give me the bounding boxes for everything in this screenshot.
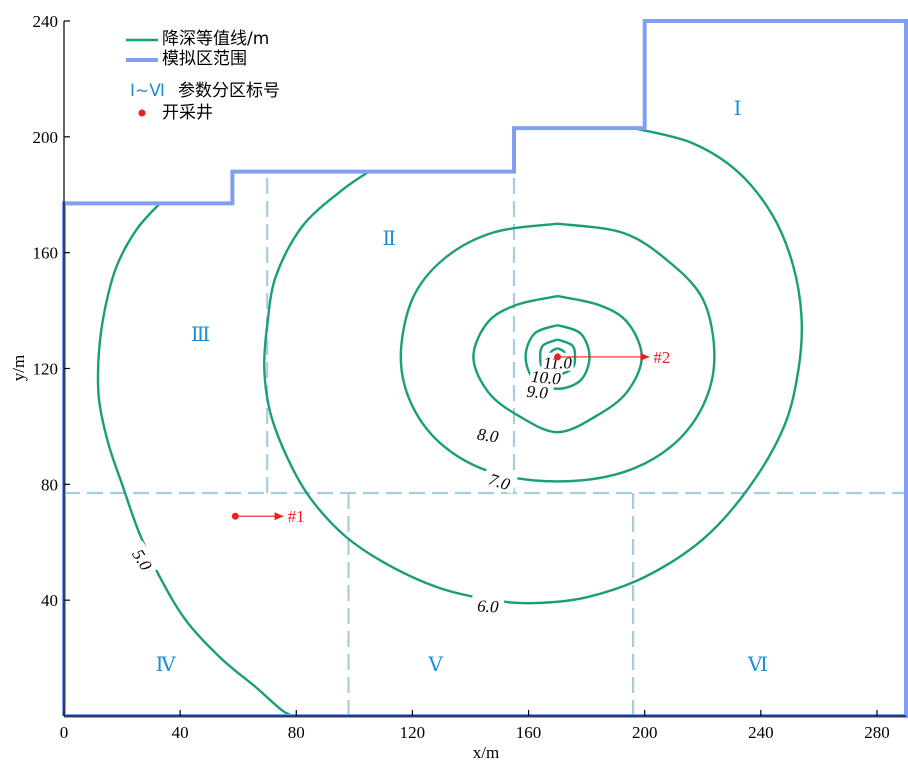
model-boundary	[62, 19, 908, 718]
contour-label-10.0: 10.0	[530, 367, 562, 389]
well-arrowhead-1	[274, 512, 284, 521]
x-tick-label-0: 0	[60, 723, 69, 742]
contour-label-bg-6.0	[471, 595, 505, 615]
zone-label-5: Ⅴ	[427, 652, 443, 676]
y-axis-label: y/m	[9, 355, 28, 381]
contour-label-bg-5.0	[127, 540, 160, 578]
contour-line-9.0	[524, 323, 591, 391]
contour-label-bg-7.0	[481, 466, 518, 494]
well-label-1: #1	[288, 507, 305, 526]
y-tick-label-240: 240	[33, 12, 59, 31]
x-tick-label-160: 160	[516, 723, 542, 742]
y-tick-label-120: 120	[33, 360, 59, 379]
x-tick-label-80: 80	[288, 723, 305, 742]
zone-label-3: Ⅲ	[191, 322, 210, 346]
zone-label-6: Ⅵ	[747, 652, 768, 676]
zone-label-1: Ⅰ	[734, 96, 742, 120]
contour-line-5.0	[96, 202, 294, 718]
contour-label-bg-10.0	[529, 365, 563, 387]
legend-label-3: 参数分区标号	[178, 81, 280, 101]
x-axis-label: x/m	[473, 743, 499, 762]
well-arrowhead-2	[640, 352, 650, 361]
x-tick-label-120: 120	[400, 723, 426, 742]
contour-line-8.0	[472, 294, 644, 434]
x-tick-label-40: 40	[172, 723, 189, 742]
y-tick-label-200: 200	[33, 128, 59, 147]
zone-labels: Ⅰ Ⅱ Ⅲ Ⅳ Ⅴ Ⅵ	[156, 96, 768, 676]
contour-line-6.0	[263, 126, 804, 605]
legend-label-2: 模拟区范围	[162, 49, 247, 69]
drawdown-contours: 5.06.07.08.09.010.011.0	[96, 126, 804, 718]
x-tick-label-200: 200	[632, 723, 658, 742]
zone-dividers	[64, 171, 906, 716]
contour-label-11.0: 11.0	[543, 354, 572, 373]
y-tick-label-40: 40	[41, 591, 58, 610]
x-tick-label-280: 280	[864, 723, 890, 742]
y-tick-label-80: 80	[41, 475, 58, 494]
model-boundary-line	[62, 19, 908, 718]
contour-label-bg-8.0	[470, 422, 506, 446]
contour-label-8.0: 8.0	[476, 425, 500, 447]
contour-label-bg-9.0	[520, 380, 555, 402]
contour-label-6.0: 6.0	[477, 596, 500, 616]
zone-label-4: Ⅳ	[156, 652, 177, 676]
legend-zone-range: Ⅰ~Ⅵ	[130, 81, 165, 101]
y-tick-label-160: 160	[33, 244, 59, 263]
contour-label-9.0: 9.0	[526, 382, 549, 403]
axes: 0 40 80 120 160 200 240 280 40 80 120 160 200 240 x/m y…	[9, 12, 906, 762]
wells: #1 #2	[231, 348, 670, 526]
contour-line-7.0	[399, 222, 716, 483]
legend-swatch-well	[138, 109, 146, 117]
well-label-2: #2	[653, 348, 670, 367]
legend-label-1: 降深等值线/m	[162, 29, 269, 49]
x-tick-label-240: 240	[748, 723, 774, 742]
legend-label-4: 开采井	[162, 103, 213, 123]
zone-label-2: Ⅱ	[382, 226, 396, 250]
